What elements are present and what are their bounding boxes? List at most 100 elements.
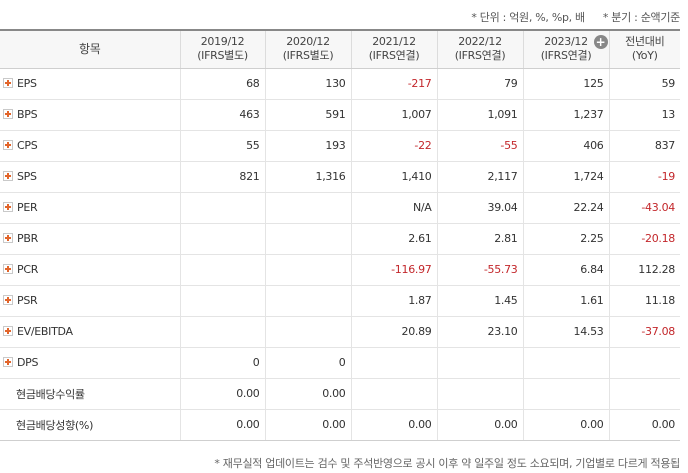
table-cell: -217 [350,68,437,100]
table-cell: 79 [436,68,523,100]
table-row: PCR -116.97 -55.73 6.84 112.28 [0,254,680,286]
footnote: * 재무실적 업데이트는 검수 및 주석반영으로 공시 이후 약 일주일 정도 … [214,457,680,470]
expand-row-icon[interactable] [3,109,13,119]
table-row: EPS 68 130 -217 79 125 59 [0,68,680,100]
table-cell [264,285,351,317]
row-label-text: 현금배당성향(%) [16,418,94,432]
table-cell: 406 [522,130,609,162]
table-row: CPS 55 193 -22 -55 406 837 [0,130,680,162]
table-cell: 39.04 [436,192,523,224]
expand-row-icon[interactable] [3,202,13,212]
row-label-text: CPS [17,139,38,152]
table-row: PBR 2.61 2.81 2.25 -20.18 [0,223,680,255]
table-cell: 2,117 [436,161,523,193]
row-label-text: PBR [17,232,38,245]
expand-row-icon[interactable] [3,78,13,88]
table-cell: 22.24 [522,192,609,224]
row-label-text: EV/EBITDA [17,325,73,338]
table-cell: 0.00 [264,378,351,410]
financial-ratio-table: 항목 2019/12 (IFRS별도) 2020/12 (IFRS별도) 2021/… [0,29,680,441]
expand-row-icon[interactable] [3,295,13,305]
table-cell [264,192,351,224]
table-cell: 0.00 [608,409,680,441]
table-cell: 0 [179,347,265,379]
expand-row-icon[interactable] [3,326,13,336]
table-cell: -55.73 [436,254,523,286]
row-label: PBR [0,223,180,255]
table-cell [436,347,523,379]
expand-row-icon[interactable] [3,233,13,243]
row-label: 현금배당수익률 [0,378,180,410]
table-cell: 125 [522,68,609,100]
table-cell: 463 [179,99,265,131]
expand-row-icon[interactable] [3,357,13,367]
table-cell [179,192,265,224]
table-cell: N/A [350,192,437,224]
table-cell [179,285,265,317]
row-label: 현금배당성향(%) [0,409,180,441]
period-note: * 분기 : 순액기준 [602,11,680,24]
table-cell: 59 [608,68,680,100]
table-cell: 6.84 [522,254,609,286]
header-col-2021: 2021/12 (IFRS연결) [350,29,437,69]
table-row: PSR 1.87 1.45 1.61 11.18 [0,285,680,317]
table-cell: 1,724 [522,161,609,193]
row-label-text: 현금배당수익률 [16,387,85,401]
table-cell: 1.45 [436,285,523,317]
table-cell: 68 [179,68,265,100]
table-cell: 2.61 [350,223,437,255]
table-cell: 193 [264,130,351,162]
expand-row-icon[interactable] [3,140,13,150]
table-cell: 55 [179,130,265,162]
table-cell: -43.04 [608,192,680,224]
table-row: DPS 0 0 [0,347,680,379]
table-cell: 13 [608,99,680,131]
table-cell: 112.28 [608,254,680,286]
table-cell: 0.00 [264,409,351,441]
table-cell [608,378,680,410]
table-row: EV/EBITDA 20.89 23.10 14.53 -37.08 [0,316,680,348]
row-label-text: PSR [17,294,38,307]
row-label: SPS [0,161,180,193]
table-cell [608,347,680,379]
header-item: 항목 [0,29,180,69]
table-cell: -55 [436,130,523,162]
table-cell: 821 [179,161,265,193]
table-cell: 0 [264,347,351,379]
table-cell: 1,091 [436,99,523,131]
table-cell [522,347,609,379]
row-label: PSR [0,285,180,317]
table-cell: -19 [608,161,680,193]
row-label-text: PER [17,201,38,214]
table-cell: -116.97 [350,254,437,286]
table-cell [264,254,351,286]
table-header-row: 항목 2019/12 (IFRS별도) 2020/12 (IFRS별도) 2021/… [0,29,680,69]
table-cell [179,316,265,348]
table-cell: 0.00 [179,378,265,410]
header-col-yoy: 전년대비 (YoY) [608,29,680,69]
table-cell: 130 [264,68,351,100]
table-cell: 1,410 [350,161,437,193]
row-label: CPS [0,130,180,162]
expand-columns-icon[interactable]: + [593,35,608,49]
row-label: DPS [0,347,180,379]
table-cell: 0.00 [179,409,265,441]
row-label-text: EPS [17,77,37,90]
table-cell: 14.53 [522,316,609,348]
table-row: SPS 821 1,316 1,410 2,117 1,724 -19 [0,161,680,193]
table-cell: 2.81 [436,223,523,255]
table-cell: -37.08 [608,316,680,348]
expand-row-icon[interactable] [3,264,13,274]
table-cell: -20.18 [608,223,680,255]
expand-row-icon[interactable] [3,171,13,181]
table-cell: 0.00 [522,409,609,441]
table-cell [350,347,437,379]
header-col-2019: 2019/12 (IFRS별도) [179,29,265,69]
table-row: 현금배당성향(%) 0.00 0.00 0.00 0.00 0.00 0.00 [0,409,680,441]
unit-notes: * 단위 : 억원, %, %p, 배 * 분기 : 순액기준 [471,9,680,25]
row-label: EPS [0,68,180,100]
table-cell [264,223,351,255]
row-label-text: DPS [17,356,39,369]
table-cell: -22 [350,130,437,162]
row-label: PER [0,192,180,224]
